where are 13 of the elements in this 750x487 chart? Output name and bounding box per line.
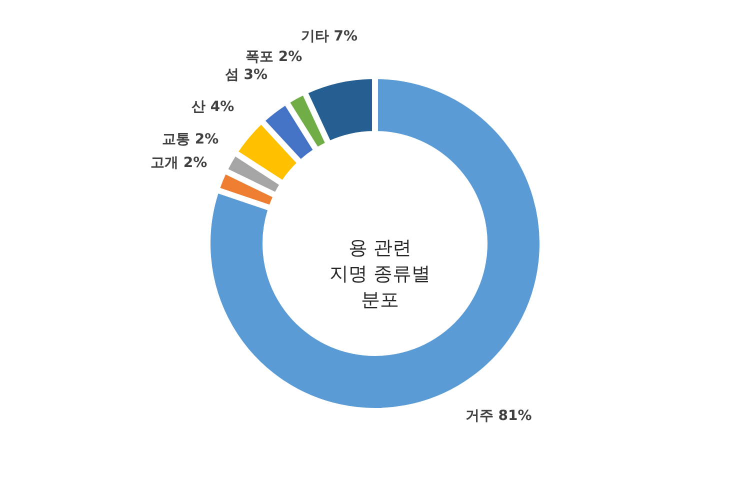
donut-slice: [219, 173, 274, 206]
slice-label: 산 4%: [192, 98, 234, 115]
donut-slice: [288, 94, 326, 148]
donut-slice: [264, 104, 314, 160]
donut-slice: [237, 124, 298, 181]
slice-label: 고개 2%: [150, 155, 208, 172]
donut-slice: [227, 155, 280, 193]
slice-label: 폭포 2%: [245, 49, 302, 66]
slice-label: 섬 3%: [224, 67, 268, 84]
text: 용 관련 지명 종류별 분포: [329, 237, 431, 311]
slice-label: 거주 81%: [465, 408, 532, 424]
slice-label: 교통 2%: [162, 131, 219, 148]
slice-label: 기타 7%: [300, 28, 358, 45]
